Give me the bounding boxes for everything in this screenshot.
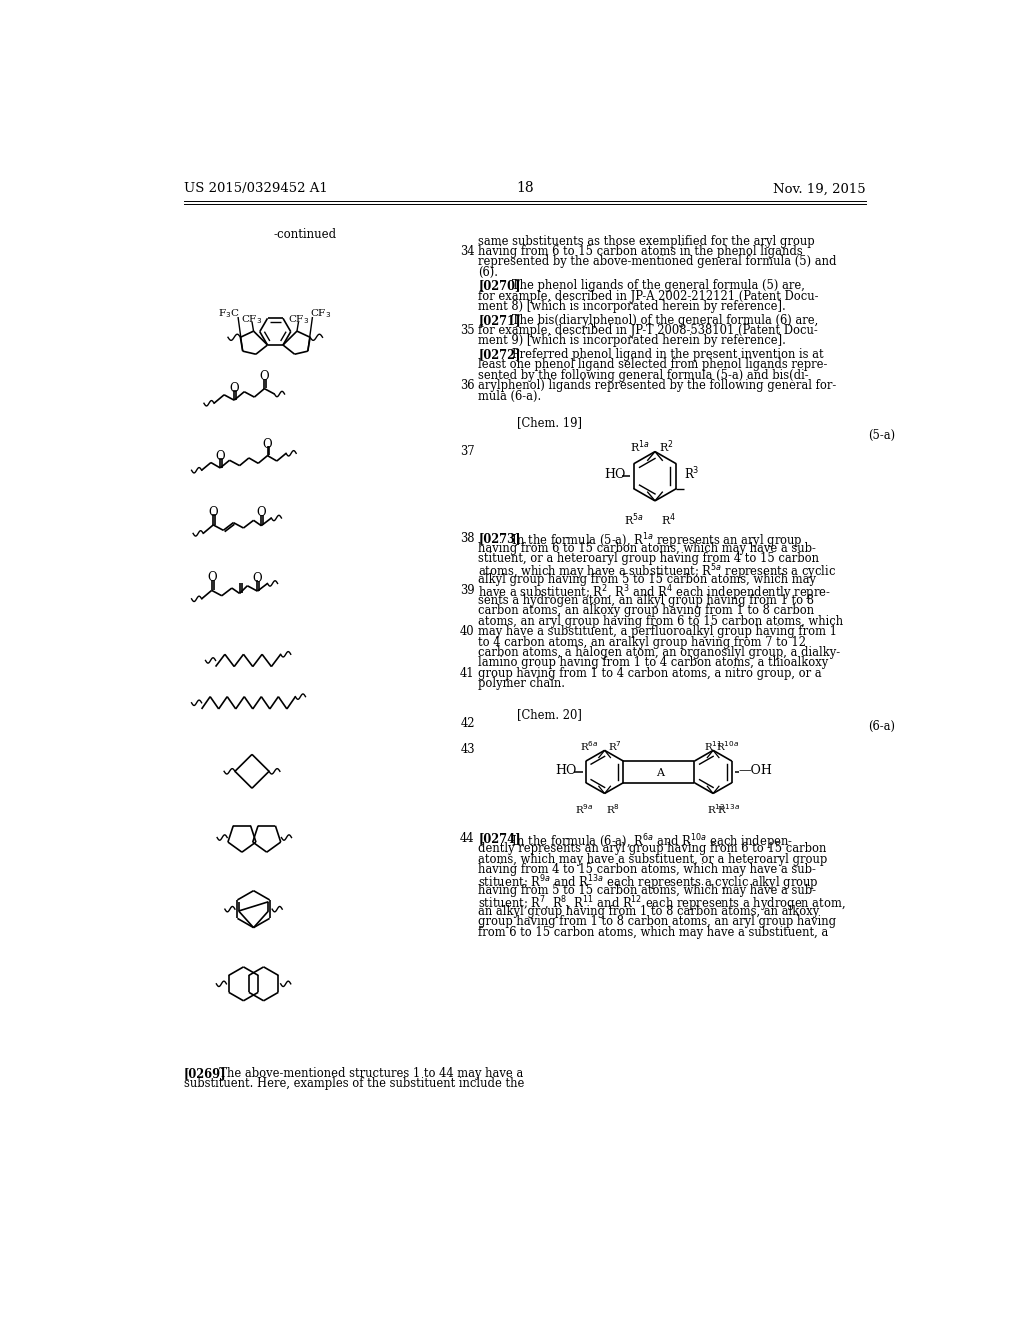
Text: least one phenol ligand selected from phenol ligands repre-: least one phenol ligand selected from ph… bbox=[478, 358, 827, 371]
Text: group having from 1 to 8 carbon atoms, an aryl group having: group having from 1 to 8 carbon atoms, a… bbox=[478, 915, 837, 928]
Text: R$^{9a}$: R$^{9a}$ bbox=[575, 803, 594, 817]
Text: US 2015/0329452 A1: US 2015/0329452 A1 bbox=[183, 182, 328, 195]
Text: 42: 42 bbox=[461, 717, 475, 730]
Text: The above-mentioned structures 1 to 44 may have a: The above-mentioned structures 1 to 44 m… bbox=[212, 1067, 523, 1080]
Text: R$^{7}$: R$^{7}$ bbox=[607, 739, 622, 754]
Text: R$^{12}$: R$^{12}$ bbox=[707, 803, 725, 817]
Text: have a substituent; R$^{2}$, R$^{3}$ and R$^{4}$ each independently repre-: have a substituent; R$^{2}$, R$^{3}$ and… bbox=[478, 583, 831, 603]
Text: substituent. Here, examples of the substituent include the: substituent. Here, examples of the subst… bbox=[183, 1077, 524, 1090]
Text: [0271]: [0271] bbox=[478, 314, 521, 326]
Text: O: O bbox=[215, 450, 225, 463]
Text: O: O bbox=[256, 507, 266, 520]
Text: HO: HO bbox=[555, 764, 577, 777]
Text: carbon atoms, an alkoxy group having from 1 to 8 carbon: carbon atoms, an alkoxy group having fro… bbox=[478, 605, 814, 618]
Text: The bis(diarylphenol) of the general formula (6) are,: The bis(diarylphenol) of the general for… bbox=[501, 314, 818, 326]
Text: R$^{2}$: R$^{2}$ bbox=[658, 438, 674, 455]
Text: same substituents as those exemplified for the aryl group: same substituents as those exemplified f… bbox=[478, 235, 815, 248]
Text: for example, described in JP-T 2008-538101 (Patent Docu-: for example, described in JP-T 2008-5381… bbox=[478, 323, 818, 337]
Text: having from 6 to 15 carbon atoms, which may have a sub-: having from 6 to 15 carbon atoms, which … bbox=[478, 543, 816, 554]
Text: 18: 18 bbox=[516, 181, 534, 195]
Text: R$^{11}$: R$^{11}$ bbox=[703, 739, 722, 754]
Text: -continued: -continued bbox=[273, 228, 336, 240]
Text: O: O bbox=[207, 572, 216, 585]
Text: 43: 43 bbox=[461, 743, 475, 756]
Text: sented by the following general formula (5-a) and bis(di-: sented by the following general formula … bbox=[478, 368, 809, 381]
Text: [0270]: [0270] bbox=[478, 280, 521, 292]
Text: In the formula (6-a), R$^{6a}$ and R$^{10a}$ each indepen-: In the formula (6-a), R$^{6a}$ and R$^{1… bbox=[501, 832, 793, 851]
Text: R$^{6a}$: R$^{6a}$ bbox=[580, 739, 598, 754]
Text: R$^{5a}$: R$^{5a}$ bbox=[624, 512, 644, 528]
Text: carbon atoms, a halogen atom, an organosilyl group, a dialky-: carbon atoms, a halogen atom, an organos… bbox=[478, 645, 841, 659]
Text: group having from 1 to 4 carbon atoms, a nitro group, or a: group having from 1 to 4 carbon atoms, a… bbox=[478, 667, 822, 680]
Text: —OH: —OH bbox=[738, 764, 772, 777]
Text: CF$_3$: CF$_3$ bbox=[309, 308, 331, 319]
Text: O: O bbox=[209, 506, 218, 519]
Text: R$^{10a}$: R$^{10a}$ bbox=[716, 739, 739, 754]
Text: 37: 37 bbox=[461, 445, 475, 458]
Text: alkyl group having from 5 to 15 carbon atoms, which may: alkyl group having from 5 to 15 carbon a… bbox=[478, 573, 816, 586]
Text: 38: 38 bbox=[460, 532, 474, 545]
Text: ment 9) [which is incorporated herein by reference].: ment 9) [which is incorporated herein by… bbox=[478, 334, 786, 347]
Text: may have a substituent, a perfluoroalkyl group having from 1: may have a substituent, a perfluoroalkyl… bbox=[478, 626, 838, 638]
Text: for example, described in JP-A 2002-212121 (Patent Docu-: for example, described in JP-A 2002-2121… bbox=[478, 289, 819, 302]
Text: F$_3$C: F$_3$C bbox=[218, 308, 240, 319]
Text: arylphenol) ligands represented by the following general for-: arylphenol) ligands represented by the f… bbox=[478, 379, 837, 392]
Text: 40: 40 bbox=[460, 626, 474, 638]
Text: R$^{1a}$: R$^{1a}$ bbox=[630, 438, 650, 455]
Text: (6).: (6). bbox=[478, 265, 499, 279]
Text: represented by the above-mentioned general formula (5) and: represented by the above-mentioned gener… bbox=[478, 256, 837, 268]
Text: [0273]: [0273] bbox=[478, 532, 521, 545]
Text: O: O bbox=[229, 381, 239, 395]
Text: lamino group having from 1 to 4 carbon atoms, a thioalkoxy: lamino group having from 1 to 4 carbon a… bbox=[478, 656, 828, 669]
Text: The phenol ligands of the general formula (5) are,: The phenol ligands of the general formul… bbox=[501, 280, 805, 292]
Text: 34: 34 bbox=[460, 246, 474, 257]
Text: atoms, which may have a substituent, or a heteroaryl group: atoms, which may have a substituent, or … bbox=[478, 853, 827, 866]
Text: Nov. 19, 2015: Nov. 19, 2015 bbox=[773, 182, 866, 195]
Text: Preferred phenol ligand in the present invention is at: Preferred phenol ligand in the present i… bbox=[501, 348, 823, 360]
Text: having from 4 to 15 carbon atoms, which may have a sub-: having from 4 to 15 carbon atoms, which … bbox=[478, 863, 816, 876]
Text: having from 5 to 15 carbon atoms, which may have a sub-: having from 5 to 15 carbon atoms, which … bbox=[478, 884, 816, 896]
Text: atoms, an aryl group having from 6 to 15 carbon atoms, which: atoms, an aryl group having from 6 to 15… bbox=[478, 615, 844, 628]
Text: ment 8) [which is incorporated herein by reference].: ment 8) [which is incorporated herein by… bbox=[478, 300, 786, 313]
Text: A: A bbox=[656, 768, 665, 779]
Text: an alkyl group having from 1 to 8 carbon atoms, an alkoxy: an alkyl group having from 1 to 8 carbon… bbox=[478, 904, 819, 917]
Text: polymer chain.: polymer chain. bbox=[478, 677, 565, 690]
Text: R$^{8}$: R$^{8}$ bbox=[606, 803, 621, 817]
Text: R$^{4}$: R$^{4}$ bbox=[662, 512, 676, 528]
Text: [0269]: [0269] bbox=[183, 1067, 226, 1080]
Text: (6-a): (6-a) bbox=[868, 721, 895, 734]
Text: stituent; R$^{9a}$ and R$^{13a}$ each represents a cyclic alkyl group: stituent; R$^{9a}$ and R$^{13a}$ each re… bbox=[478, 874, 819, 894]
Text: [Chem. 19]: [Chem. 19] bbox=[517, 417, 582, 429]
Text: mula (6-a).: mula (6-a). bbox=[478, 389, 542, 403]
Text: to 4 carbon atoms, an aralkyl group having from 7 to 12: to 4 carbon atoms, an aralkyl group havi… bbox=[478, 636, 806, 648]
Text: HO: HO bbox=[604, 469, 626, 482]
Text: O: O bbox=[260, 370, 269, 383]
Text: 36: 36 bbox=[460, 379, 474, 392]
Text: R$^{13a}$: R$^{13a}$ bbox=[717, 803, 740, 817]
Text: [0274]: [0274] bbox=[478, 832, 521, 845]
Text: atoms, which may have a substituent; R$^{5a}$ represents a cyclic: atoms, which may have a substituent; R$^… bbox=[478, 562, 837, 582]
Text: CF$_3$: CF$_3$ bbox=[242, 313, 262, 326]
Text: sents a hydrogen atom, an alkyl group having from 1 to 8: sents a hydrogen atom, an alkyl group ha… bbox=[478, 594, 814, 607]
Text: 44: 44 bbox=[460, 832, 474, 845]
Text: 41: 41 bbox=[460, 667, 474, 680]
Text: having from 6 to 15 carbon atoms in the phenol ligands: having from 6 to 15 carbon atoms in the … bbox=[478, 246, 803, 257]
Text: 35: 35 bbox=[460, 323, 474, 337]
Text: O: O bbox=[263, 438, 272, 451]
Text: In the formula (5-a), R$^{1a}$ represents an aryl group: In the formula (5-a), R$^{1a}$ represent… bbox=[501, 532, 803, 552]
Text: dently represents an aryl group having from 6 to 15 carbon: dently represents an aryl group having f… bbox=[478, 842, 826, 855]
Text: R$^{3}$: R$^{3}$ bbox=[684, 466, 700, 482]
Text: [Chem. 20]: [Chem. 20] bbox=[517, 709, 582, 721]
Text: CF$_3$: CF$_3$ bbox=[288, 313, 309, 326]
Text: [0272]: [0272] bbox=[478, 348, 521, 360]
Text: 39: 39 bbox=[460, 583, 474, 597]
Text: stituent, or a heteroaryl group having from 4 to 15 carbon: stituent, or a heteroaryl group having f… bbox=[478, 553, 819, 565]
Text: O: O bbox=[253, 572, 262, 585]
Text: from 6 to 15 carbon atoms, which may have a substituent, a: from 6 to 15 carbon atoms, which may hav… bbox=[478, 925, 828, 939]
Text: (5-a): (5-a) bbox=[868, 429, 895, 441]
Text: stituent; R$^{7}$, R$^{8}$, R$^{11}$ and R$^{12}$ each represents a hydrogen ato: stituent; R$^{7}$, R$^{8}$, R$^{11}$ and… bbox=[478, 895, 846, 913]
